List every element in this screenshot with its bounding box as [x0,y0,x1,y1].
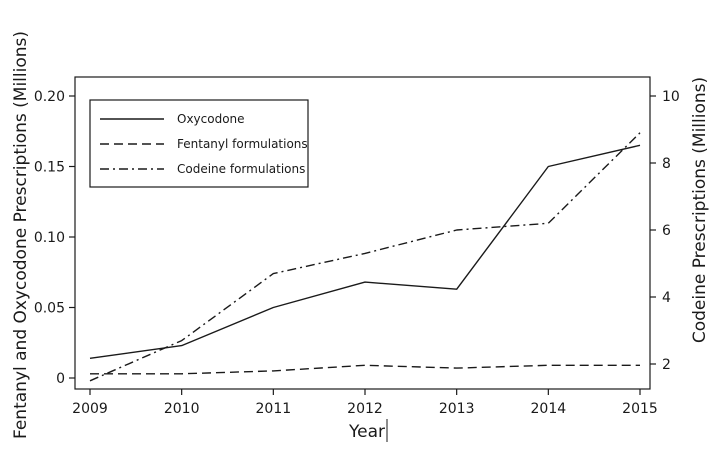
left-tick-label-0: 0 [56,371,65,387]
legend-entries: Oxycodone Fentanyl formulations Codeine fo… [100,112,308,176]
x-tick-label-2013: 2013 [439,401,475,417]
right-axis-title: Codeine Prescriptions (Millions) [690,77,710,343]
series-line-0 [89,144,641,359]
x-tick-label-2015: 2015 [622,401,658,417]
series-line-2 [89,132,641,382]
right-tick-label-4: 10 [662,89,680,105]
left-tick-label-1: 0.05 [34,301,65,317]
legend-label-1: Fentanyl formulations [177,137,308,151]
left-tick-label-3: 0.15 [34,160,65,176]
legend: Oxycodone Fentanyl formulations Codeine fo… [89,99,309,188]
axes-ticks: 2009 2010 2011 2012 2013 2014 2015 0 0.05 0.10 0.1… [34,89,680,417]
x-axis-title: Year [348,422,385,442]
legend-label-0: Oxycodone [177,112,245,126]
right-tick-label-2: 6 [662,223,671,239]
legend-label-2: Codeine formulations [177,162,305,176]
right-tick-label-1: 4 [662,290,671,306]
left-tick-label-4: 0.20 [34,89,65,105]
right-tick-label-3: 8 [662,156,671,172]
series-line-1 [90,364,640,375]
legend-box [89,99,309,188]
x-tick-label-2011: 2011 [256,401,292,417]
x-tick-label-2009: 2009 [72,401,108,417]
series-lines [89,132,641,382]
x-tick-label-2014: 2014 [531,401,567,417]
left-axis-title: Fentanyl and Oxycodone Prescriptions (Mi… [11,31,31,439]
x-tick-label-2010: 2010 [164,401,200,417]
plot-frame [74,76,651,390]
right-tick-label-0: 2 [662,357,671,373]
left-tick-label-2: 0.10 [34,230,65,246]
x-tick-label-2012: 2012 [347,401,383,417]
